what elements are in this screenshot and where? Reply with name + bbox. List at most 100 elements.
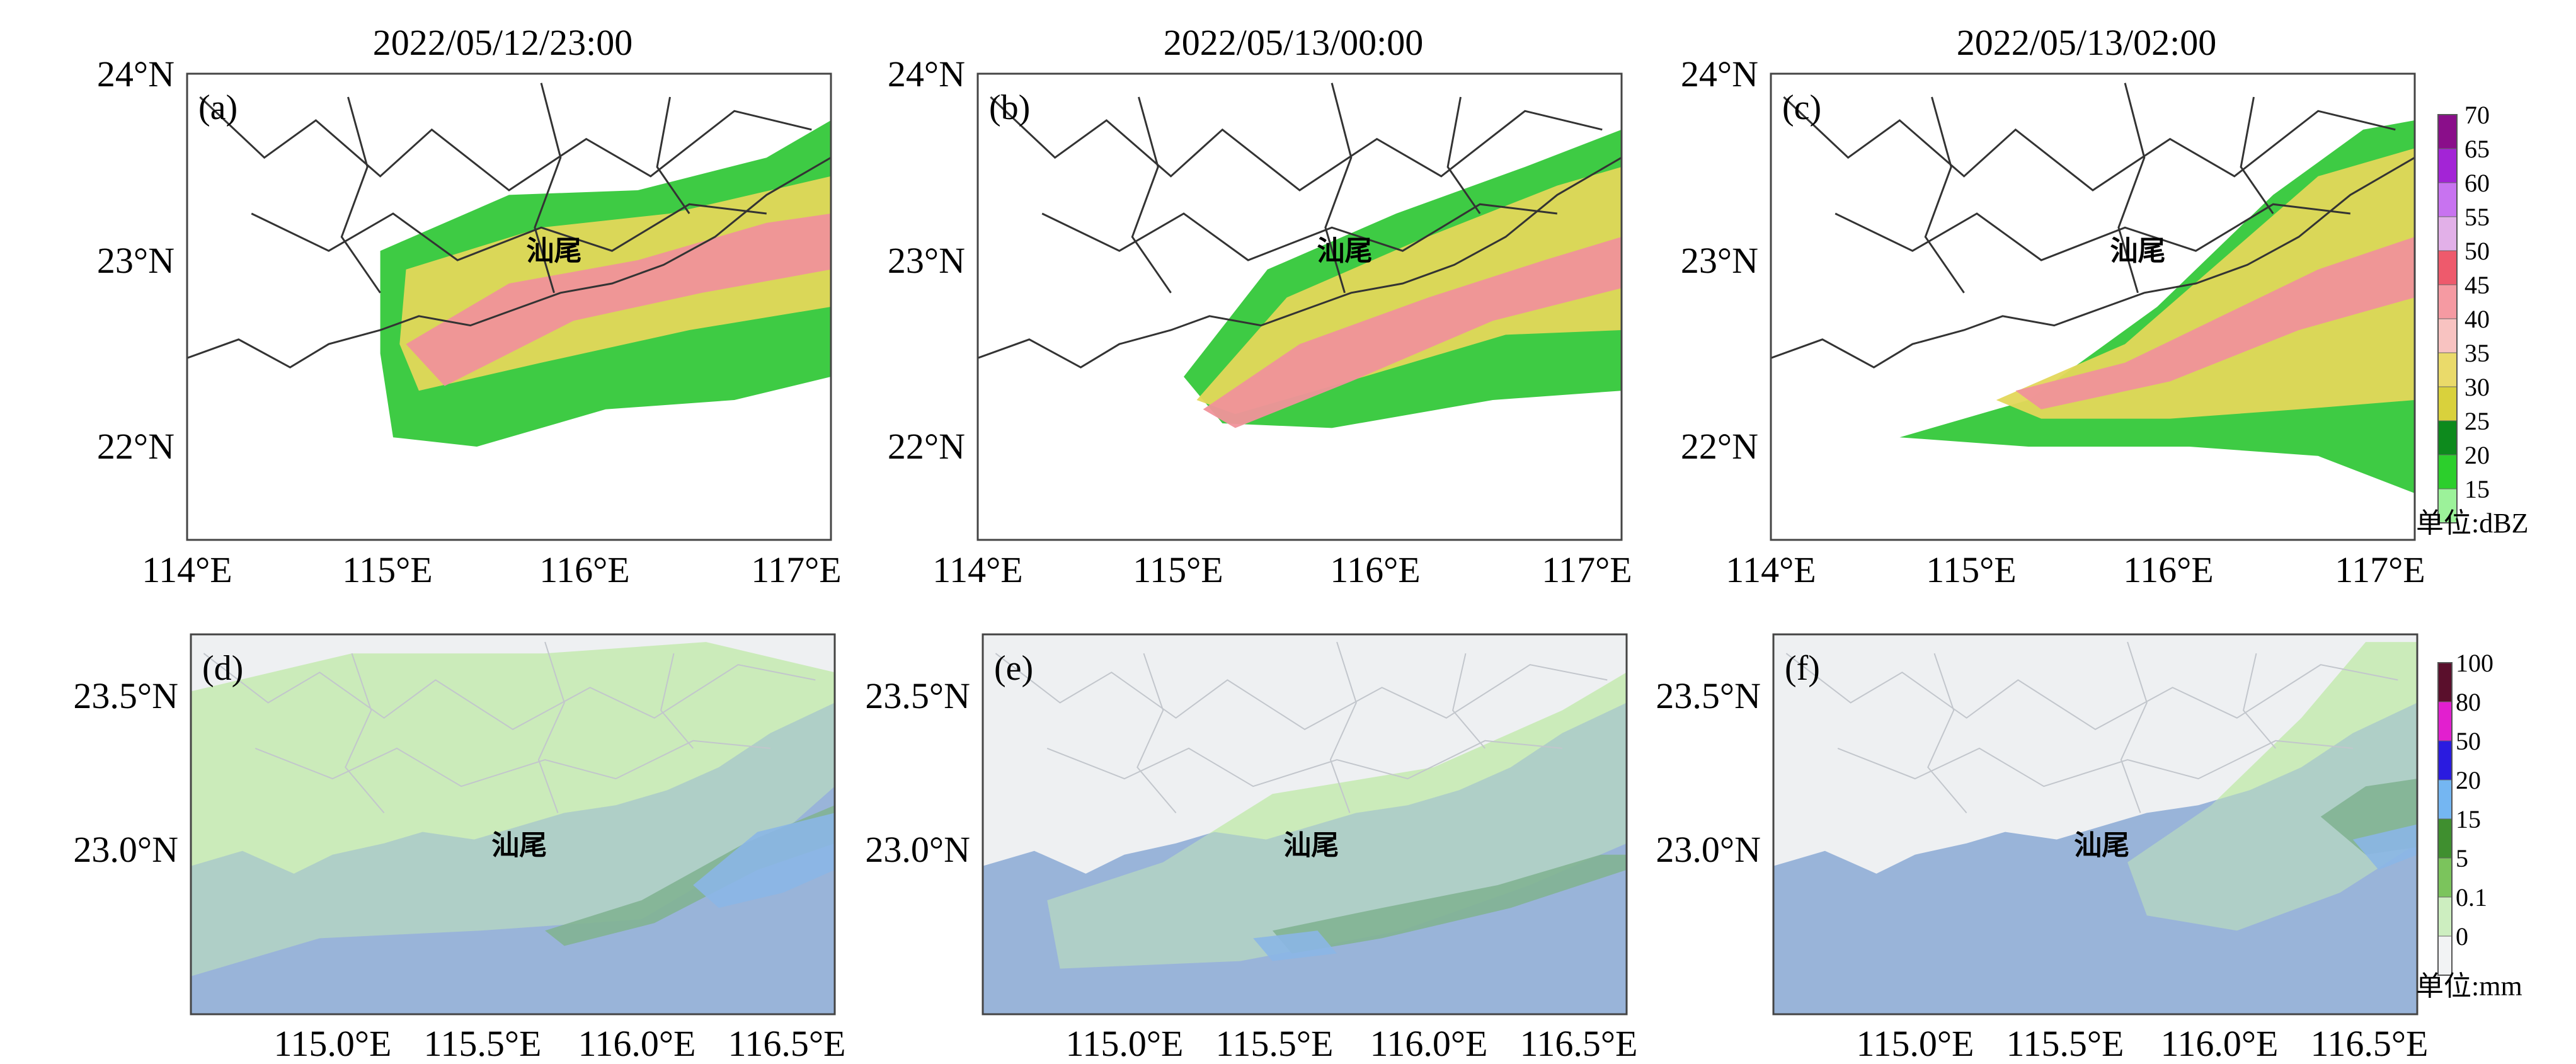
panel-title: 2022/05/12/23:00 xyxy=(373,22,633,63)
colorbar-segment xyxy=(2437,182,2458,217)
map-area xyxy=(978,74,1622,540)
panel-frame xyxy=(982,633,1628,1015)
lon-tick: 114°E xyxy=(932,549,1022,590)
colorbar-segment xyxy=(2437,857,2453,898)
colorbar-tick: 65 xyxy=(2464,135,2490,163)
lat-tick: 23.0°N xyxy=(1656,829,1761,870)
colorbar-segment xyxy=(2437,701,2453,741)
panel-label: (e) xyxy=(994,649,1033,688)
panel-label: (c) xyxy=(1782,88,1821,127)
colorbar-tick: 0 xyxy=(2456,922,2468,951)
sea-overlay xyxy=(191,702,835,1014)
echo-pink xyxy=(406,214,831,386)
lon-tick: 117°E xyxy=(1542,549,1632,590)
colorbar-segment xyxy=(2437,454,2458,489)
colorbar-unit: 单位:dBZ xyxy=(2416,508,2528,539)
admin-border xyxy=(2117,83,2146,294)
land xyxy=(1773,634,2417,874)
rain-blue xyxy=(1253,930,1337,961)
lon-tick: 116.5°E xyxy=(728,1023,846,1064)
lon-tick: 116.0°E xyxy=(1370,1023,1488,1064)
lon-tick: 116.5°E xyxy=(1520,1023,1638,1064)
lon-tick: 115°E xyxy=(1926,549,2016,590)
colorbar-segment xyxy=(2437,420,2458,455)
admin-border xyxy=(199,96,812,192)
lat-tick: 22°N xyxy=(1681,426,1758,467)
colorbar-segment xyxy=(2437,818,2453,859)
panel-b: (b) 汕尾 2022/05/13/00:00 24°N 23°N 22°N 114°E 11… xyxy=(888,22,1632,590)
lon-tick: 116°E xyxy=(1330,549,1420,590)
sea-overlay xyxy=(1773,702,2417,1014)
colorbar-segment xyxy=(2437,114,2458,149)
admin-border xyxy=(537,641,565,813)
lat-tick: 23.5°N xyxy=(1656,675,1761,716)
admin-border xyxy=(2120,641,2148,813)
colorbar-tick: 30 xyxy=(2464,373,2490,401)
lon-tick: 116°E xyxy=(2123,549,2213,590)
colorbar-tick: 20 xyxy=(2456,766,2481,794)
colorbar-segment xyxy=(2437,318,2458,353)
lat-tick: 23°N xyxy=(97,240,175,281)
admin-border xyxy=(345,653,385,814)
admin-border xyxy=(995,653,1608,730)
panel-frame xyxy=(190,633,836,1015)
lat-tick: 22°N xyxy=(97,426,175,467)
sea-overlay xyxy=(983,702,1627,1014)
panel-title: 2022/05/13/00:00 xyxy=(1164,22,1423,63)
map-area xyxy=(983,634,1627,1014)
admin-border xyxy=(340,96,381,294)
colorbar-segment xyxy=(2437,386,2458,421)
admin-border xyxy=(1837,740,2353,787)
panel-frame xyxy=(186,72,832,541)
admin-border xyxy=(534,83,562,294)
lon-tick: 115.0°E xyxy=(274,1023,392,1064)
colorbar-tick: 50 xyxy=(2464,237,2490,265)
admin-border xyxy=(1131,96,1172,294)
colorbar-tick: 55 xyxy=(2464,203,2490,231)
sea xyxy=(1773,702,2417,1014)
panels: (a) 汕尾 2022/05/12/23:00 24°N 23°N 22°N 114°E 11… xyxy=(73,22,2428,1064)
city-label: 汕尾 xyxy=(527,235,582,267)
colorbar-tick: 45 xyxy=(2464,271,2490,299)
lat-tick: 23°N xyxy=(1681,240,1758,281)
colorbar-tick: 100 xyxy=(2456,649,2493,677)
lat-tick: 23.5°N xyxy=(865,675,970,716)
colorbar-tick: 35 xyxy=(2464,339,2490,367)
admin-border xyxy=(1783,96,2396,192)
panel-label: (f) xyxy=(1785,649,1820,688)
admin-border xyxy=(1785,653,2398,730)
lat-tick: 24°N xyxy=(1681,54,1758,94)
colorbar-unit: 单位:mm xyxy=(2416,971,2522,1002)
lat-tick: 23.5°N xyxy=(73,675,178,716)
colorbar-segment xyxy=(2437,250,2458,285)
colorbar-segment xyxy=(2437,284,2458,319)
panel-frame xyxy=(976,72,1623,541)
colorbar-segment xyxy=(2437,662,2453,702)
lat-tick: 23.0°N xyxy=(865,829,970,870)
rain-blue xyxy=(693,813,835,908)
lon-tick: 116.5°E xyxy=(2311,1023,2429,1064)
land xyxy=(983,634,1627,874)
panel-e: (e) 汕尾 23.5°N 23.0°N 115.0°E 115.5°E 116.0°E 11… xyxy=(865,633,1638,1064)
admin-border xyxy=(203,653,816,730)
colorbar-tick: 80 xyxy=(2456,688,2481,716)
radar-colorbar: 70 65 60 55 50 45 40 35 30 25 20 15 单位:dBZ xyxy=(2416,101,2528,539)
colorbar-tick: 15 xyxy=(2456,805,2481,833)
admin-border xyxy=(1329,641,1357,813)
rain-light xyxy=(2127,642,2417,931)
lon-tick: 116°E xyxy=(539,549,629,590)
lon-tick: 116.0°E xyxy=(2161,1023,2279,1064)
lon-tick: 114°E xyxy=(142,549,232,590)
colorbar-segment xyxy=(2437,488,2458,523)
admin-border xyxy=(990,96,1603,192)
coastline xyxy=(1771,156,2415,369)
panel-label: (b) xyxy=(989,88,1030,127)
colorbar-tick: 25 xyxy=(2464,407,2490,435)
panel-frame xyxy=(1772,633,2419,1015)
admin-border xyxy=(1324,83,1353,294)
admin-border xyxy=(1927,653,1967,814)
lon-tick: 117°E xyxy=(751,549,841,590)
coastline xyxy=(187,156,831,369)
admin-border xyxy=(1041,203,1557,261)
